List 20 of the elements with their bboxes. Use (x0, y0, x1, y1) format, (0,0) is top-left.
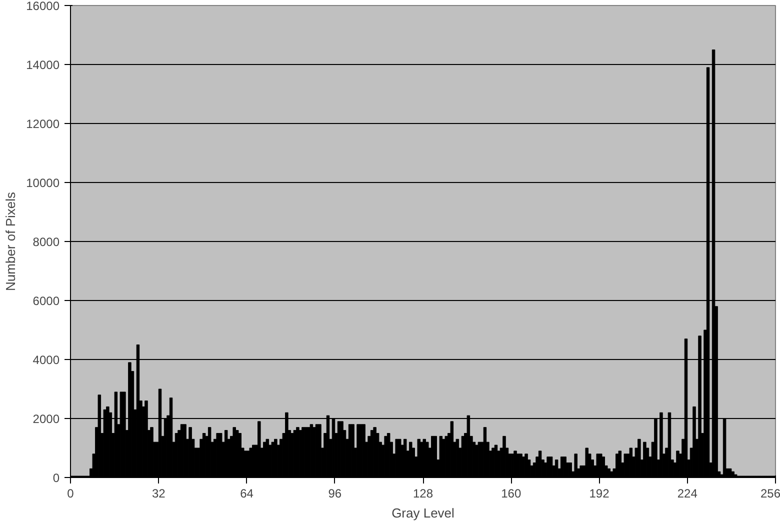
x-tick-label: 64 (240, 486, 254, 500)
x-tick-label: 192 (589, 486, 610, 500)
y-tick-label: 6000 (32, 294, 60, 308)
y-tick-label: 16000 (26, 0, 60, 13)
x-tick-label: 0 (67, 486, 74, 500)
y-tick-label: 4000 (32, 353, 60, 367)
y-tick-label: 0 (52, 471, 60, 485)
y-tick-label: 2000 (32, 412, 60, 426)
x-tick-label: 96 (328, 486, 342, 500)
x-tick-label: 256 (760, 486, 780, 500)
y-tick-label: 12000 (26, 117, 60, 131)
y-tick-label: 10000 (26, 176, 60, 190)
x-tick-label: 160 (501, 486, 522, 500)
y-tick-label: 14000 (26, 58, 60, 72)
y-tick-label: 8000 (32, 235, 60, 249)
x-tick-label: 32 (152, 486, 166, 500)
x-tick-label: 128 (412, 486, 434, 500)
x-axis-title: Gray Level (392, 506, 455, 520)
x-tick-label: 224 (677, 486, 698, 500)
y-axis-title: Number of Pixels (3, 192, 18, 291)
